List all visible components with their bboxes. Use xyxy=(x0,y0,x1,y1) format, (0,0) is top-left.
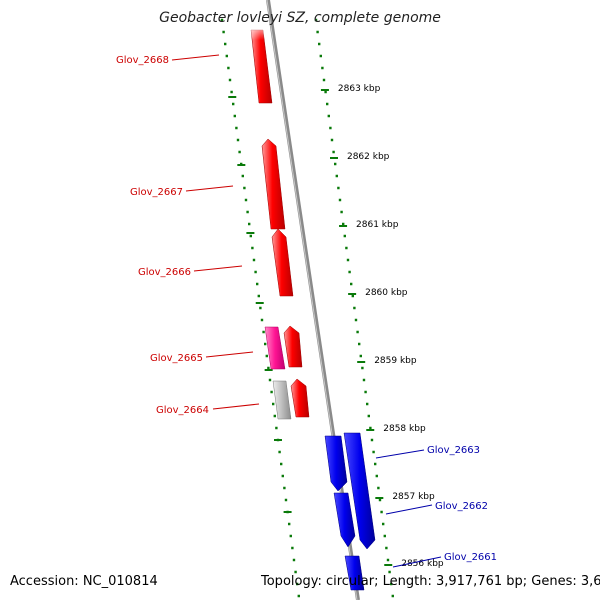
gene-label-glov-2662[interactable]: Glov_2662 xyxy=(435,501,488,512)
gene-labels: Glov_2668 Glov_2667 Glov_2666 Glov_2665 … xyxy=(116,55,497,563)
kbp-label: 2858 kbp xyxy=(383,424,426,434)
gene-label-glov-2663[interactable]: Glov_2663 xyxy=(427,445,480,456)
kbp-label: 2863 kbp xyxy=(338,84,381,94)
kbp-label: 2860 kbp xyxy=(365,288,408,298)
gene-glov-2661[interactable] xyxy=(344,555,365,591)
gene-label-glov-2665[interactable]: Glov_2665 xyxy=(150,353,203,364)
right-tick-track xyxy=(314,18,394,598)
kbp-label: 2862 kbp xyxy=(347,152,390,162)
gene-glov-2668[interactable] xyxy=(250,29,273,104)
kbp-scale: 2863 kbp 2862 kbp 2861 kbp 2860 kbp 2859 kbp… xyxy=(320,84,444,569)
gene-glov-2665[interactable] xyxy=(264,326,286,370)
label-connectors xyxy=(171,54,442,568)
gene-glov-2662[interactable] xyxy=(333,492,356,548)
gene-label-glov-2666[interactable]: Glov_2666 xyxy=(138,267,191,278)
genome-summary: Topology: circular; Length: 3,917,761 bp… xyxy=(261,574,600,589)
gene-label-glov-2668[interactable]: Glov_2668 xyxy=(116,55,169,66)
kbp-label: 2856 kbp xyxy=(401,559,444,569)
gene-glov-2664[interactable] xyxy=(272,380,292,420)
gene-glov-2666[interactable] xyxy=(271,228,294,297)
gene-reverse-blue-1[interactable] xyxy=(343,432,376,550)
kbp-label: 2859 kbp xyxy=(374,356,417,366)
left-tick-track xyxy=(220,18,300,598)
gene-label-glov-2664[interactable]: Glov_2664 xyxy=(156,405,209,416)
kbp-label: 2857 kbp xyxy=(392,492,435,502)
accession-label: Accession: NC_010814 xyxy=(10,574,158,589)
gene-features xyxy=(246,26,376,591)
gene-label-glov-2667[interactable]: Glov_2667 xyxy=(130,187,183,198)
gene-label-glov-2661[interactable]: Glov_2661 xyxy=(444,552,497,563)
map-title: Geobacter lovleyi SZ, complete genome xyxy=(159,10,441,26)
gene-glov-2667[interactable] xyxy=(261,138,286,230)
gene-forward-red-2[interactable] xyxy=(290,378,310,418)
gene-forward-red-1[interactable] xyxy=(283,325,303,368)
kbp-label: 2861 kbp xyxy=(356,220,399,230)
gene-glov-2663[interactable] xyxy=(324,435,348,492)
